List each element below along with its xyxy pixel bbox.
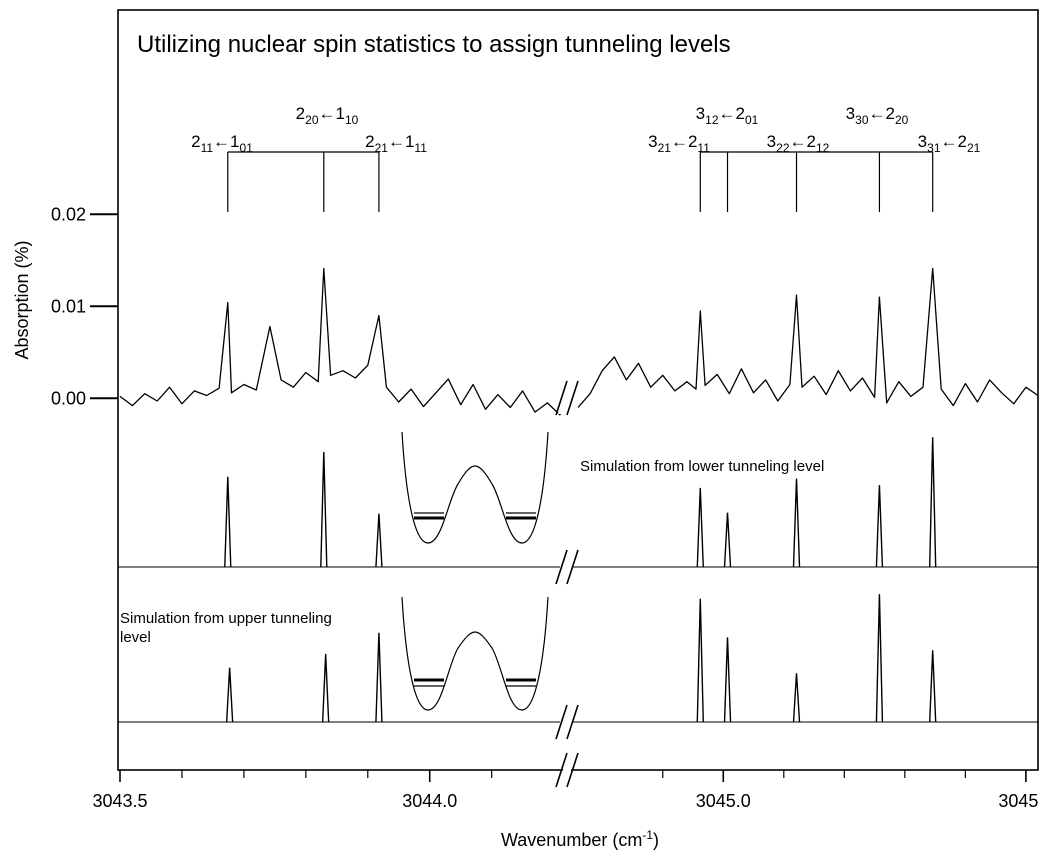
assignment-part: 3 bbox=[767, 132, 776, 151]
double-well-lower bbox=[401, 431, 549, 544]
sim-peak bbox=[375, 632, 383, 723]
assignment-part: 2 bbox=[296, 104, 305, 123]
y-axis-label: Absorption (%) bbox=[12, 240, 32, 359]
x-tick-label: 3044.0 bbox=[402, 791, 457, 811]
assignment-part: 21 bbox=[375, 141, 389, 155]
assignment-part: 01 bbox=[240, 141, 254, 155]
assignment-label: 330←220 bbox=[846, 104, 909, 127]
x-axis-label-end: ) bbox=[653, 830, 659, 850]
assignment-part: 31 bbox=[927, 141, 941, 155]
assignment-part: 2 bbox=[365, 132, 374, 151]
x-tick-label: 3045.5 bbox=[998, 791, 1040, 811]
sim-peak bbox=[321, 653, 330, 723]
y-tick-label: 0.00 bbox=[51, 388, 86, 408]
x-axis-label-sup: -1 bbox=[642, 828, 653, 842]
assignment-part: 21 bbox=[967, 141, 981, 155]
sim-peak bbox=[696, 487, 704, 568]
x-axis-label: Wavenumber (cm-1) bbox=[501, 828, 659, 850]
sim-peak bbox=[723, 512, 732, 568]
axis-break bbox=[566, 752, 579, 788]
sim-label: Simulation from upper tunneling bbox=[120, 610, 332, 627]
assignment-part: ← bbox=[790, 132, 807, 151]
axis-break-gap bbox=[558, 551, 576, 583]
assignment-part: 22 bbox=[776, 141, 790, 155]
assignment-part: 2 bbox=[886, 104, 895, 123]
assignment-part: 3 bbox=[648, 132, 657, 151]
assignment-part: 2 bbox=[958, 132, 967, 151]
sim-peak bbox=[875, 485, 884, 568]
axis-break bbox=[555, 549, 568, 585]
assignment-part: 1 bbox=[405, 132, 414, 151]
sim-label: level bbox=[120, 629, 151, 646]
assignment-label: 331←221 bbox=[918, 132, 981, 155]
assignment-part: ← bbox=[941, 132, 958, 151]
sim-peak bbox=[375, 513, 383, 568]
assignment-part: 2 bbox=[736, 104, 745, 123]
sim-peak bbox=[792, 478, 801, 568]
axis-break bbox=[566, 380, 579, 416]
assignment-part: 2 bbox=[191, 132, 200, 151]
assignment-part: 1 bbox=[230, 132, 239, 151]
assignment-part: ← bbox=[213, 132, 230, 151]
spectrum-trace bbox=[119, 267, 567, 416]
x-tick-label: 3045.0 bbox=[696, 791, 751, 811]
assignment-part: 3 bbox=[696, 104, 705, 123]
axis-break-gap bbox=[558, 382, 576, 414]
assignment-part: 11 bbox=[201, 141, 214, 155]
assignment-part: 12 bbox=[816, 141, 830, 155]
assignment-part: 11 bbox=[414, 141, 427, 155]
assignment-part: 10 bbox=[345, 113, 359, 127]
assignment-part: ← bbox=[719, 104, 736, 123]
assignment-part: ← bbox=[388, 132, 405, 151]
spectrum-trace bbox=[577, 267, 1039, 408]
assignment-part: 3 bbox=[918, 132, 927, 151]
assignment-part: 11 bbox=[697, 141, 710, 155]
assignment-part: 20 bbox=[895, 113, 909, 127]
assignment-part: ← bbox=[671, 132, 688, 151]
assignment-label: 220←110 bbox=[296, 104, 359, 127]
axis-break bbox=[555, 704, 568, 740]
assignment-label: 321←211 bbox=[648, 132, 710, 155]
sim-peak bbox=[320, 451, 328, 568]
x-axis-label-text: Wavenumber (cm bbox=[501, 830, 642, 850]
x-tick-label: 3043.5 bbox=[92, 791, 147, 811]
assignment-label: 211←101 bbox=[191, 132, 253, 155]
assignment-part: 01 bbox=[745, 113, 759, 127]
assignment-part: 2 bbox=[688, 132, 697, 151]
sim-peak bbox=[723, 637, 732, 723]
axis-break-gap bbox=[558, 706, 576, 738]
sim-peak bbox=[696, 598, 704, 723]
axis-break bbox=[555, 380, 568, 416]
assignment-part: 12 bbox=[705, 113, 719, 127]
y-tick-label: 0.01 bbox=[51, 296, 86, 316]
plot-frame bbox=[117, 9, 1039, 771]
axis-break bbox=[566, 549, 579, 585]
sim-peak bbox=[928, 650, 937, 723]
axis-break bbox=[555, 752, 568, 788]
assignment-part: ← bbox=[869, 104, 886, 123]
assignment-part: 2 bbox=[807, 132, 816, 151]
assignment-part: 1 bbox=[336, 104, 345, 123]
chart-title: Utilizing nuclear spin statistics to ass… bbox=[137, 31, 731, 58]
axis-break bbox=[566, 704, 579, 740]
assignment-part: ← bbox=[319, 104, 336, 123]
assignment-label: 322←212 bbox=[767, 132, 830, 155]
axis-break-gap bbox=[558, 754, 576, 786]
assignment-part: 21 bbox=[658, 141, 672, 155]
sim-label: Simulation from lower tunneling level bbox=[580, 458, 824, 475]
double-well-upper bbox=[401, 596, 549, 711]
assignment-part: 3 bbox=[846, 104, 855, 123]
sim-peak bbox=[928, 437, 937, 568]
assignment-part: 30 bbox=[855, 113, 869, 127]
sim-peak bbox=[225, 667, 234, 723]
sim-peak bbox=[875, 594, 884, 723]
sim-peak bbox=[792, 673, 801, 723]
sim-peak bbox=[224, 476, 232, 568]
assignment-label: 312←201 bbox=[696, 104, 759, 127]
assignment-part: 20 bbox=[305, 113, 319, 127]
assignment-label: 221←111 bbox=[365, 132, 427, 155]
y-tick-label: 0.02 bbox=[51, 204, 86, 224]
